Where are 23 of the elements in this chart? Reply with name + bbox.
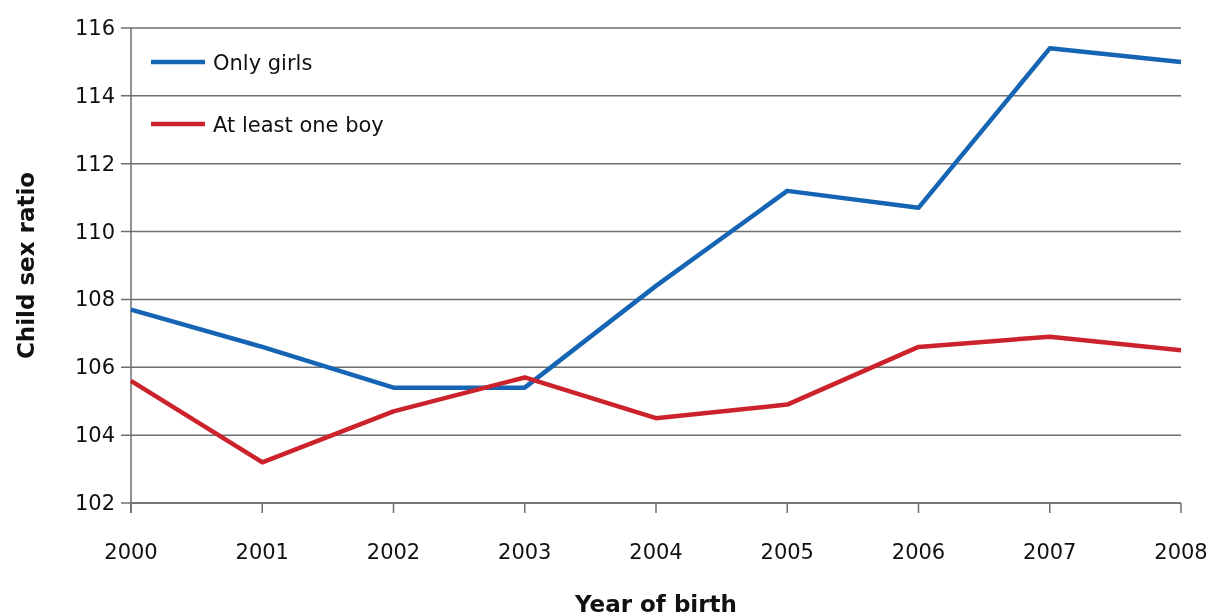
line-series — [128, 334, 1184, 465]
y-tick-label: 116 — [74, 16, 115, 40]
y-tick-label: 112 — [74, 151, 115, 176]
x-tick-label: 2004 — [629, 540, 683, 564]
x-tick-label: 2007 — [1023, 540, 1077, 564]
x-tick-label: 2006 — [891, 540, 946, 564]
x-tick-label: 2002 — [366, 540, 421, 564]
y-tick-label: 114 — [74, 83, 115, 108]
x-tick-label: 2000 — [104, 540, 158, 564]
y-tick-label: 106 — [74, 355, 115, 380]
x-tick-label: 2001 — [235, 540, 289, 564]
y-axis-title: Child sex ratio — [13, 171, 39, 360]
y-tick-label: 102 — [74, 491, 115, 515]
x-axis-title: Year of birth — [574, 591, 737, 616]
y-tick-label: 108 — [74, 287, 115, 312]
x-tick-label: 2003 — [498, 540, 552, 564]
line-series — [128, 46, 1184, 390]
x-tick-label: 2008 — [1154, 540, 1208, 564]
y-tick-label: 104 — [74, 423, 115, 448]
y-tick-label: 110 — [74, 219, 115, 244]
legend-label: At least one boy — [213, 113, 384, 137]
x-tick-label: 2005 — [760, 540, 814, 564]
legend-label: Only girls — [213, 51, 313, 75]
